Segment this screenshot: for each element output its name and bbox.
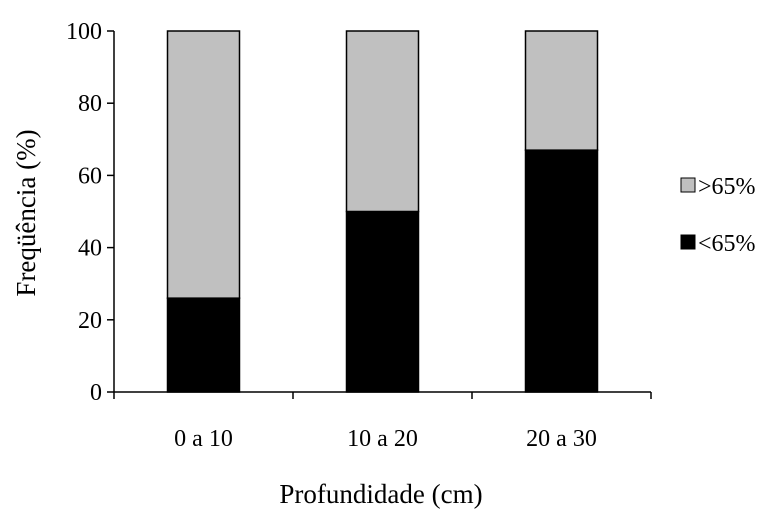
- legend-swatch-lt65: [680, 234, 696, 250]
- x-tick-label: 20 a 30: [526, 426, 597, 452]
- y-tick-label: 20: [78, 308, 102, 334]
- bars-group: [166, 30, 599, 393]
- y-axis-ticks: 0 20 40 60 80 100: [66, 19, 114, 406]
- x-axis-ticks: 0 a 10 10 a 20 20 a 30: [113, 392, 652, 452]
- y-tick-label: 100: [66, 19, 102, 45]
- x-tick-label: 10 a 20: [347, 426, 418, 452]
- bar-segment-gt65-3: [524, 30, 599, 151]
- y-tick-label: 60: [78, 163, 102, 189]
- bar-segment-gt65-2: [345, 30, 420, 213]
- bar-segment-lt65-3: [524, 149, 599, 393]
- legend-swatch-gt65: [680, 177, 696, 193]
- legend: >65% <65%: [680, 174, 756, 257]
- x-tick-label: 0 a 10: [174, 426, 233, 452]
- bar-segment-lt65-2: [345, 210, 420, 393]
- bar-segment-lt65-1: [166, 297, 241, 393]
- y-tick-label: 0: [90, 380, 102, 406]
- legend-label-lt65: <65%: [698, 231, 756, 257]
- y-tick-label: 40: [78, 236, 102, 262]
- x-axis-title: Profundidade (cm): [279, 479, 482, 509]
- bar-segment-gt65-1: [166, 30, 241, 299]
- legend-label-gt65: >65%: [698, 174, 756, 200]
- y-tick-label: 80: [78, 91, 102, 117]
- y-axis-title: Freqüência (%): [11, 129, 41, 296]
